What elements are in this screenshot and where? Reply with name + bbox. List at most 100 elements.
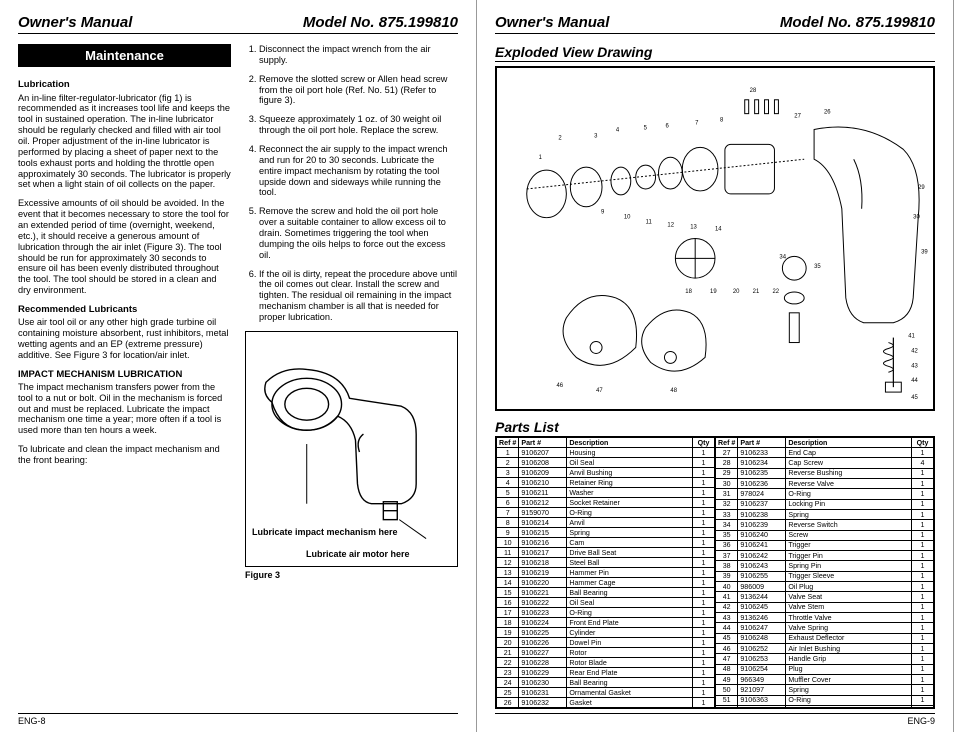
exploded-svg: 123 456 7828 2726 91011 121314 181920 21… — [497, 68, 933, 409]
lubrication-p1: An in-line filter-regulator-lubricator (… — [18, 93, 231, 191]
step-6: If the oil is dirty, repeat the procedur… — [259, 269, 458, 323]
svg-text:8: 8 — [720, 118, 724, 124]
svg-text:34: 34 — [779, 254, 786, 260]
table-row: 69106212Socket Retainer1 — [497, 498, 715, 508]
table-row: 359106240Screw1 — [716, 530, 934, 540]
svg-text:7: 7 — [695, 121, 698, 127]
exploded-view-drawing: 123 456 7828 2726 91011 121314 181920 21… — [495, 66, 935, 411]
recommended-p: Use air tool oil or any other high grade… — [18, 317, 231, 360]
step-4: Reconnect the air supply to the impact w… — [259, 144, 458, 198]
svg-text:13: 13 — [690, 225, 697, 231]
step-3: Squeeze approximately 1 oz. of 30 weight… — [259, 114, 458, 136]
maintenance-banner: Maintenance — [18, 44, 231, 67]
table-row: 369106241Trigger1 — [716, 540, 934, 550]
figure-3-caption: Figure 3 — [245, 570, 458, 581]
svg-text:12: 12 — [667, 223, 674, 229]
svg-text:41: 41 — [908, 334, 915, 340]
table-row: 29106208Oil Seal1 — [497, 458, 715, 468]
table-row: 279106233End Cap1 — [716, 448, 934, 458]
table-row: 189106224Front End Plate1 — [497, 618, 715, 628]
svg-text:22: 22 — [772, 289, 779, 295]
table-row: 149106220Hammer Cage1 — [497, 578, 715, 588]
parts-table-right: Ref # Part # Description Qty 279106233En… — [715, 437, 934, 708]
left-col-1: Maintenance Lubrication An in-line filte… — [18, 44, 231, 581]
table-row: 419136244Valve Seat1 — [716, 592, 934, 602]
table-row: 159106221Ball Bearing1 — [497, 588, 715, 598]
svg-text:26: 26 — [824, 110, 831, 116]
table-row: 39106209Anvil Bushing1 — [497, 468, 715, 478]
parts-list-title: Parts List — [495, 419, 935, 437]
col-qty-r: Qty — [912, 438, 934, 448]
lubrication-title: Lubrication — [18, 79, 231, 90]
impact-p1: The impact mechanism transfers power fro… — [18, 382, 231, 436]
table-row: 459106248Exhaust Deflector1 — [716, 633, 934, 643]
table-row: 99106215Spring1 — [497, 528, 715, 538]
col-ref-r: Ref # — [716, 438, 738, 448]
impact-p2: To lubricate and clean the impact mechan… — [18, 444, 231, 466]
svg-text:4: 4 — [616, 127, 620, 133]
col-desc-r: Description — [786, 438, 912, 448]
page-header: Owner's Manual Model No. 875.199810 — [18, 14, 458, 34]
table-row: 49966349Muffler Cover1 — [716, 674, 934, 684]
svg-text:30: 30 — [913, 215, 920, 221]
svg-text:21: 21 — [753, 289, 760, 295]
table-row: 389106243Spring Pin1 — [716, 561, 934, 571]
table-row: 299106235Reverse Bushing1 — [716, 468, 934, 478]
impact-title: IMPACT MECHANISM LUBRICATION — [18, 369, 231, 380]
svg-text:35: 35 — [814, 264, 821, 270]
svg-text:28: 28 — [750, 88, 757, 94]
table-row: 329106237Locking Pin1 — [716, 499, 934, 509]
table-row: 169106222Oil Seal1 — [497, 598, 715, 608]
svg-text:43: 43 — [911, 363, 918, 369]
table-row: 49106210Retainer Ring1 — [497, 478, 715, 488]
svg-text:11: 11 — [646, 220, 653, 226]
svg-text:10: 10 — [624, 215, 631, 221]
table-row — [716, 705, 934, 707]
table-row: 519106363O-Ring1 — [716, 695, 934, 705]
table-row: 209106226Dowel Pin1 — [497, 638, 715, 648]
exploded-view-title: Exploded View Drawing — [495, 44, 935, 62]
table-row: 479106253Handle Grip1 — [716, 654, 934, 664]
table-row: 449106247Valve Spring1 — [716, 623, 934, 633]
svg-text:5: 5 — [644, 126, 648, 132]
left-col-2: Disconnect the impact wrench from the ai… — [245, 44, 458, 581]
table-row: 139106219Hammer Pin1 — [497, 568, 715, 578]
svg-text:48: 48 — [670, 388, 677, 394]
table-row: 19106207Housing1 — [497, 448, 715, 458]
table-row: 239106229Rear End Plate1 — [497, 668, 715, 678]
table-row: 219106227Rotor1 — [497, 648, 715, 658]
svg-text:45: 45 — [911, 395, 918, 401]
col-part: Part # — [519, 438, 567, 448]
table-row: 289106234Cap Screw4 — [716, 458, 934, 468]
owner-manual-label: Owner's Manual — [18, 14, 132, 31]
table-row: 339106238Spring1 — [716, 509, 934, 519]
lubrication-p2: Excessive amounts of oil should be avoid… — [18, 198, 231, 296]
table-row: 259106231Ornamental Gasket1 — [497, 688, 715, 698]
fig-label-air: Lubricate air motor here — [306, 549, 410, 560]
step-2: Remove the slotted screw or Allen head s… — [259, 74, 458, 107]
owner-manual-label-r: Owner's Manual — [495, 14, 609, 31]
table-row: 379106242Trigger Pin1 — [716, 551, 934, 561]
svg-text:3: 3 — [594, 133, 598, 139]
table-row: 349106239Reverse Switch1 — [716, 520, 934, 530]
parts-list: Ref # Part # Description Qty 19106207Hou… — [495, 437, 935, 709]
recommended-title: Recommended Lubricants — [18, 304, 231, 315]
table-row: 469106252Air Inlet Bushing1 — [716, 643, 934, 653]
page-header-r: Owner's Manual Model No. 875.199810 — [495, 14, 935, 34]
table-row: 399106255Trigger Sleeve1 — [716, 571, 934, 581]
table-row: 199106225Cylinder1 — [497, 628, 715, 638]
svg-text:29: 29 — [918, 185, 925, 191]
figure-3-box: Lubricate impact mechanism here Lubricat… — [245, 331, 458, 567]
svg-text:39: 39 — [921, 249, 928, 255]
table-row: 89106214Anvil1 — [497, 518, 715, 528]
svg-text:2: 2 — [558, 135, 561, 141]
left-columns: Maintenance Lubrication An in-line filte… — [18, 44, 458, 581]
col-desc: Description — [567, 438, 693, 448]
page-left: Owner's Manual Model No. 875.199810 Main… — [0, 0, 477, 732]
model-label-r: Model No. 875.199810 — [780, 14, 935, 31]
svg-text:46: 46 — [556, 383, 563, 389]
table-row: 31978024O-Ring1 — [716, 489, 934, 499]
svg-text:47: 47 — [596, 388, 603, 394]
svg-text:44: 44 — [911, 378, 918, 384]
fig-label-impact: Lubricate impact mechanism here — [252, 527, 398, 538]
